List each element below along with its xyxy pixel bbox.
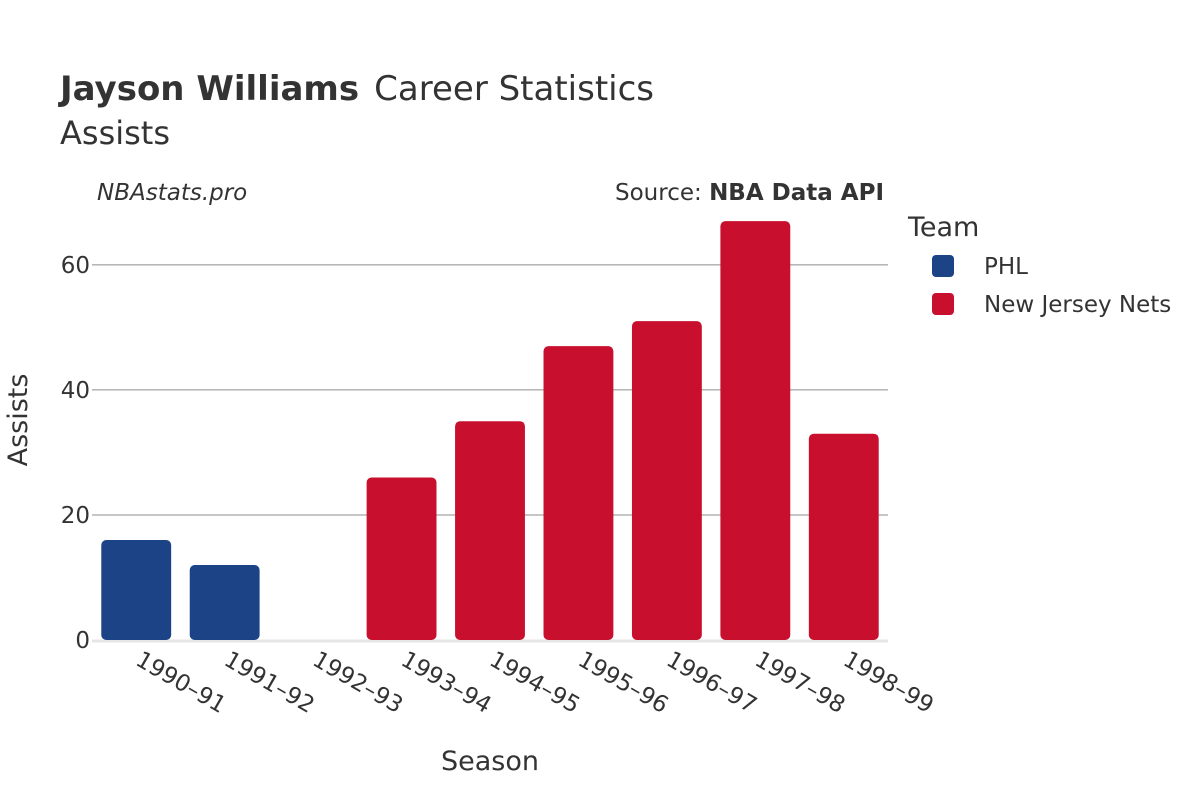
x-tick-label: 1993–94 <box>397 647 496 719</box>
legend-label: New Jersey Nets <box>984 292 1171 318</box>
x-tick-label: 1997–98 <box>750 647 849 719</box>
x-tick-label: 1990–91 <box>131 647 230 719</box>
y-tick-label: 0 <box>75 628 90 654</box>
legend-label: PHL <box>984 254 1028 280</box>
source-name: NBA Data API <box>709 180 884 206</box>
bar-phl-1991–92[interactable] <box>189 564 260 640</box>
source-prefix: Source: <box>615 180 709 206</box>
y-tick-label: 20 <box>61 503 90 529</box>
y-tick-label: 60 <box>61 253 90 279</box>
legend[interactable]: PHL New Jersey Nets <box>932 254 1171 318</box>
chart-title-rest: Career Statistics <box>374 69 654 109</box>
x-tick-label: 1991–92 <box>220 647 319 719</box>
bar-new-jersey-nets-1993–94[interactable] <box>366 477 437 640</box>
bar-new-jersey-nets-1996–97[interactable] <box>631 321 702 640</box>
bar-new-jersey-nets-1998–99[interactable] <box>808 433 879 640</box>
x-tick-label: 1998–99 <box>839 647 938 719</box>
chart-title-bold: Jayson Williams <box>58 69 359 109</box>
x-tick-label: 1996–97 <box>662 647 761 719</box>
x-tick-label: 1995–96 <box>573 647 672 719</box>
legend-item-phl[interactable]: PHL <box>932 254 1028 280</box>
credit-text: NBAstats.pro <box>97 180 247 206</box>
x-tick-label: 1994–95 <box>485 647 584 719</box>
legend-swatch <box>932 293 954 315</box>
y-tick-layer: 0 20 40 60 <box>61 253 90 654</box>
y-tick-label: 40 <box>61 378 90 404</box>
chart-title: Jayson Williams Career Statistics <box>58 69 654 109</box>
bar-new-jersey-nets-1997–98[interactable] <box>720 221 791 640</box>
source-text: Source: NBA Data API <box>615 180 884 206</box>
legend-item-new-jersey-nets[interactable]: New Jersey Nets <box>932 292 1171 318</box>
bar-new-jersey-nets-1994–95[interactable] <box>455 421 525 640</box>
bar-phl-1990–91[interactable] <box>101 539 172 640</box>
x-tick-layer: 1990–911991–921992–931993–941994–951995–… <box>131 647 938 719</box>
x-axis-title: Season <box>441 746 539 777</box>
chart-subtitle: Assists <box>60 114 170 152</box>
legend-swatch <box>932 255 954 277</box>
y-axis-title: Assists <box>3 374 34 467</box>
x-tick-label: 1992–93 <box>308 647 407 719</box>
legend-title: Team <box>907 212 979 243</box>
bars-layer <box>101 221 879 641</box>
bar-new-jersey-nets-1995–96[interactable] <box>543 346 614 640</box>
